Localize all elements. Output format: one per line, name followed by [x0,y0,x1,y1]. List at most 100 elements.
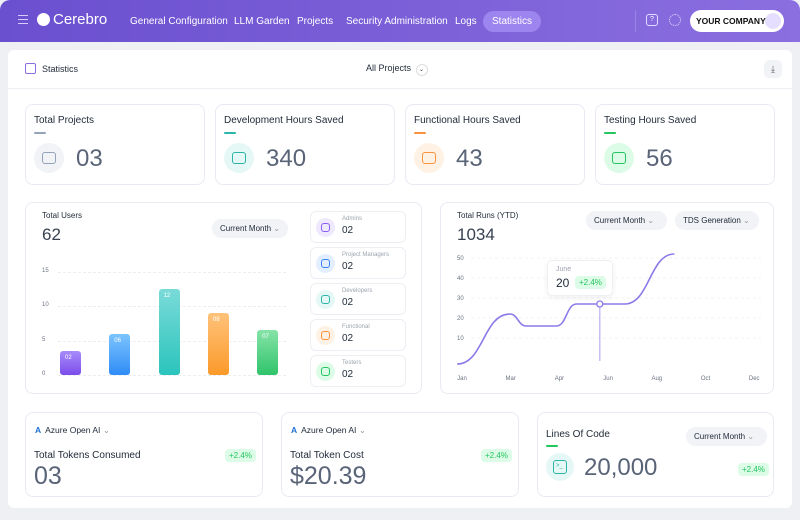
top-nav: Cerebro General Configuration LLM Garden… [0,0,800,42]
loc-period-label: Current Month [694,432,746,441]
gridline [58,272,286,273]
role-tile[interactable]: Admins 02 [310,211,406,243]
bar-label: 02 [65,354,72,361]
stat-value: 03 [76,145,103,172]
stat-label: Development Hours Saved [224,115,344,126]
user-edit-icon [604,143,634,173]
user-avatar-icon [765,13,781,29]
role-tile[interactable]: Project Managers 02 [310,247,406,279]
change-badge: +2.4% [225,449,256,462]
nav-security-administration[interactable]: Security Administration [346,16,448,27]
bar[interactable]: 06 [109,333,131,375]
loc-value: 20,000 [584,454,658,481]
x-tick-label: Oct [701,376,711,382]
users-period-dropdown[interactable]: Current Month ⌄ [212,219,289,238]
role-count: 02 [342,297,354,308]
role-icon [316,362,335,381]
y-tick-label: 50 [457,256,464,262]
highlight-point[interactable] [596,300,604,308]
menu-icon[interactable] [18,15,28,24]
token-value: 03 [34,462,62,490]
company-button[interactable]: YOUR COMPANY [690,10,784,32]
user-square-icon [414,143,444,173]
briefcase-icon [34,143,64,173]
project-filter[interactable]: All Projects ⌄ [366,63,428,76]
title-underline [414,132,426,134]
help-icon[interactable]: ? [646,14,658,26]
change-badge: +2.4% [481,449,512,462]
loc-period-dropdown[interactable]: Current Month ⌄ [686,427,767,446]
role-count: 02 [342,225,354,236]
nav-logs[interactable]: Logs [455,16,477,27]
nav-projects[interactable]: Projects [297,16,334,27]
provider-label: Azure Open AI [45,425,101,435]
token-value: $20.39 [290,462,367,490]
settings-icon[interactable] [669,14,681,26]
bar[interactable]: 12 [158,289,180,375]
role-label: Admins [342,216,363,222]
loc-change-badge: +2.4% [738,463,769,476]
chart-tooltip: June 20 +2.4% [547,260,613,296]
bar[interactable]: 08 [207,313,229,375]
x-tick-label: Dec [749,376,760,382]
nav-llm-garden[interactable]: LLM Garden [234,16,290,27]
gridline [58,375,286,376]
page-title: Statistics [42,64,79,74]
token-card: A Azure Open AI ⌄ Total Tokens Consumed +… [25,412,263,497]
x-tick-label: Aug [651,376,662,382]
title-underline [546,445,558,447]
nav-general-configuration[interactable]: General Configuration [130,16,228,27]
run-type-dropdown[interactable]: TDS Generation ⌄ [675,211,759,230]
tooltip-change-badge: +2.4% [575,276,606,289]
runs-period-dropdown[interactable]: Current Month ⌄ [586,211,667,230]
stat-card: Testing Hours Saved 56 [595,104,775,185]
chevron-down-icon: ⌄ [743,216,750,225]
bar-label: 12 [163,293,171,300]
role-icon [316,254,335,273]
download-button[interactable]: ⤓ [764,60,782,78]
role-count: 02 [342,369,354,380]
bar-label: 06 [114,337,121,344]
tooltip-value: 20 [556,276,570,290]
azure-icon: A [35,425,42,435]
chevron-down-icon: ⌄ [747,432,755,441]
role-label: Developers [342,288,373,294]
provider-dropdown[interactable]: A Azure Open AI ⌄ [291,425,366,436]
stat-value: 56 [646,145,673,172]
role-count: 02 [342,261,354,272]
y-tick-label: 10 [457,336,464,342]
title-underline [604,132,616,134]
company-name: YOUR COMPANY [696,16,766,26]
project-filter-label: All Projects [366,63,412,73]
role-count: 02 [342,333,354,344]
role-tile[interactable]: Testers 02 [310,355,406,387]
x-tick-label: Jan [457,376,467,382]
y-tick-label: 5 [42,336,46,343]
title-underline [34,132,46,134]
role-tile[interactable]: Developers 02 [310,283,406,315]
bar-label: 07 [262,334,269,341]
stat-value: 340 [266,145,307,172]
bar[interactable]: 07 [257,330,279,375]
run-type-label: TDS Generation [683,216,741,225]
provider-label: Azure Open AI [301,425,357,435]
x-tick-label: Mar [506,376,516,382]
y-tick-label: 10 [42,302,49,309]
bar[interactable]: 02 [60,350,81,375]
nav-statistics[interactable]: Statistics [483,11,542,32]
provider-dropdown[interactable]: A Azure Open AI ⌄ [35,425,110,436]
total-users-card: Total Users 62 Current Month ⌄ 15 10 5 0 02 0… [25,202,422,394]
chevron-down-icon: ⌄ [273,224,281,233]
token-label: Total Token Cost [290,450,364,461]
stat-card: Total Projects 03 [25,104,205,185]
y-tick-label: 0 [42,371,46,377]
runs-title: Total Runs (YTD) [457,211,519,220]
brand-name[interactable]: Cerebro [53,11,108,28]
role-label: Testers [342,360,362,366]
x-tick-label: Apr [555,376,564,382]
stat-label: Total Projects [34,115,95,126]
role-icon [316,218,335,237]
lines-of-code-card: Lines Of Code Current Month ⌄ >_ 20,000 … [537,412,774,497]
role-icon [316,290,335,309]
role-tile[interactable]: Functional 02 [310,319,406,351]
